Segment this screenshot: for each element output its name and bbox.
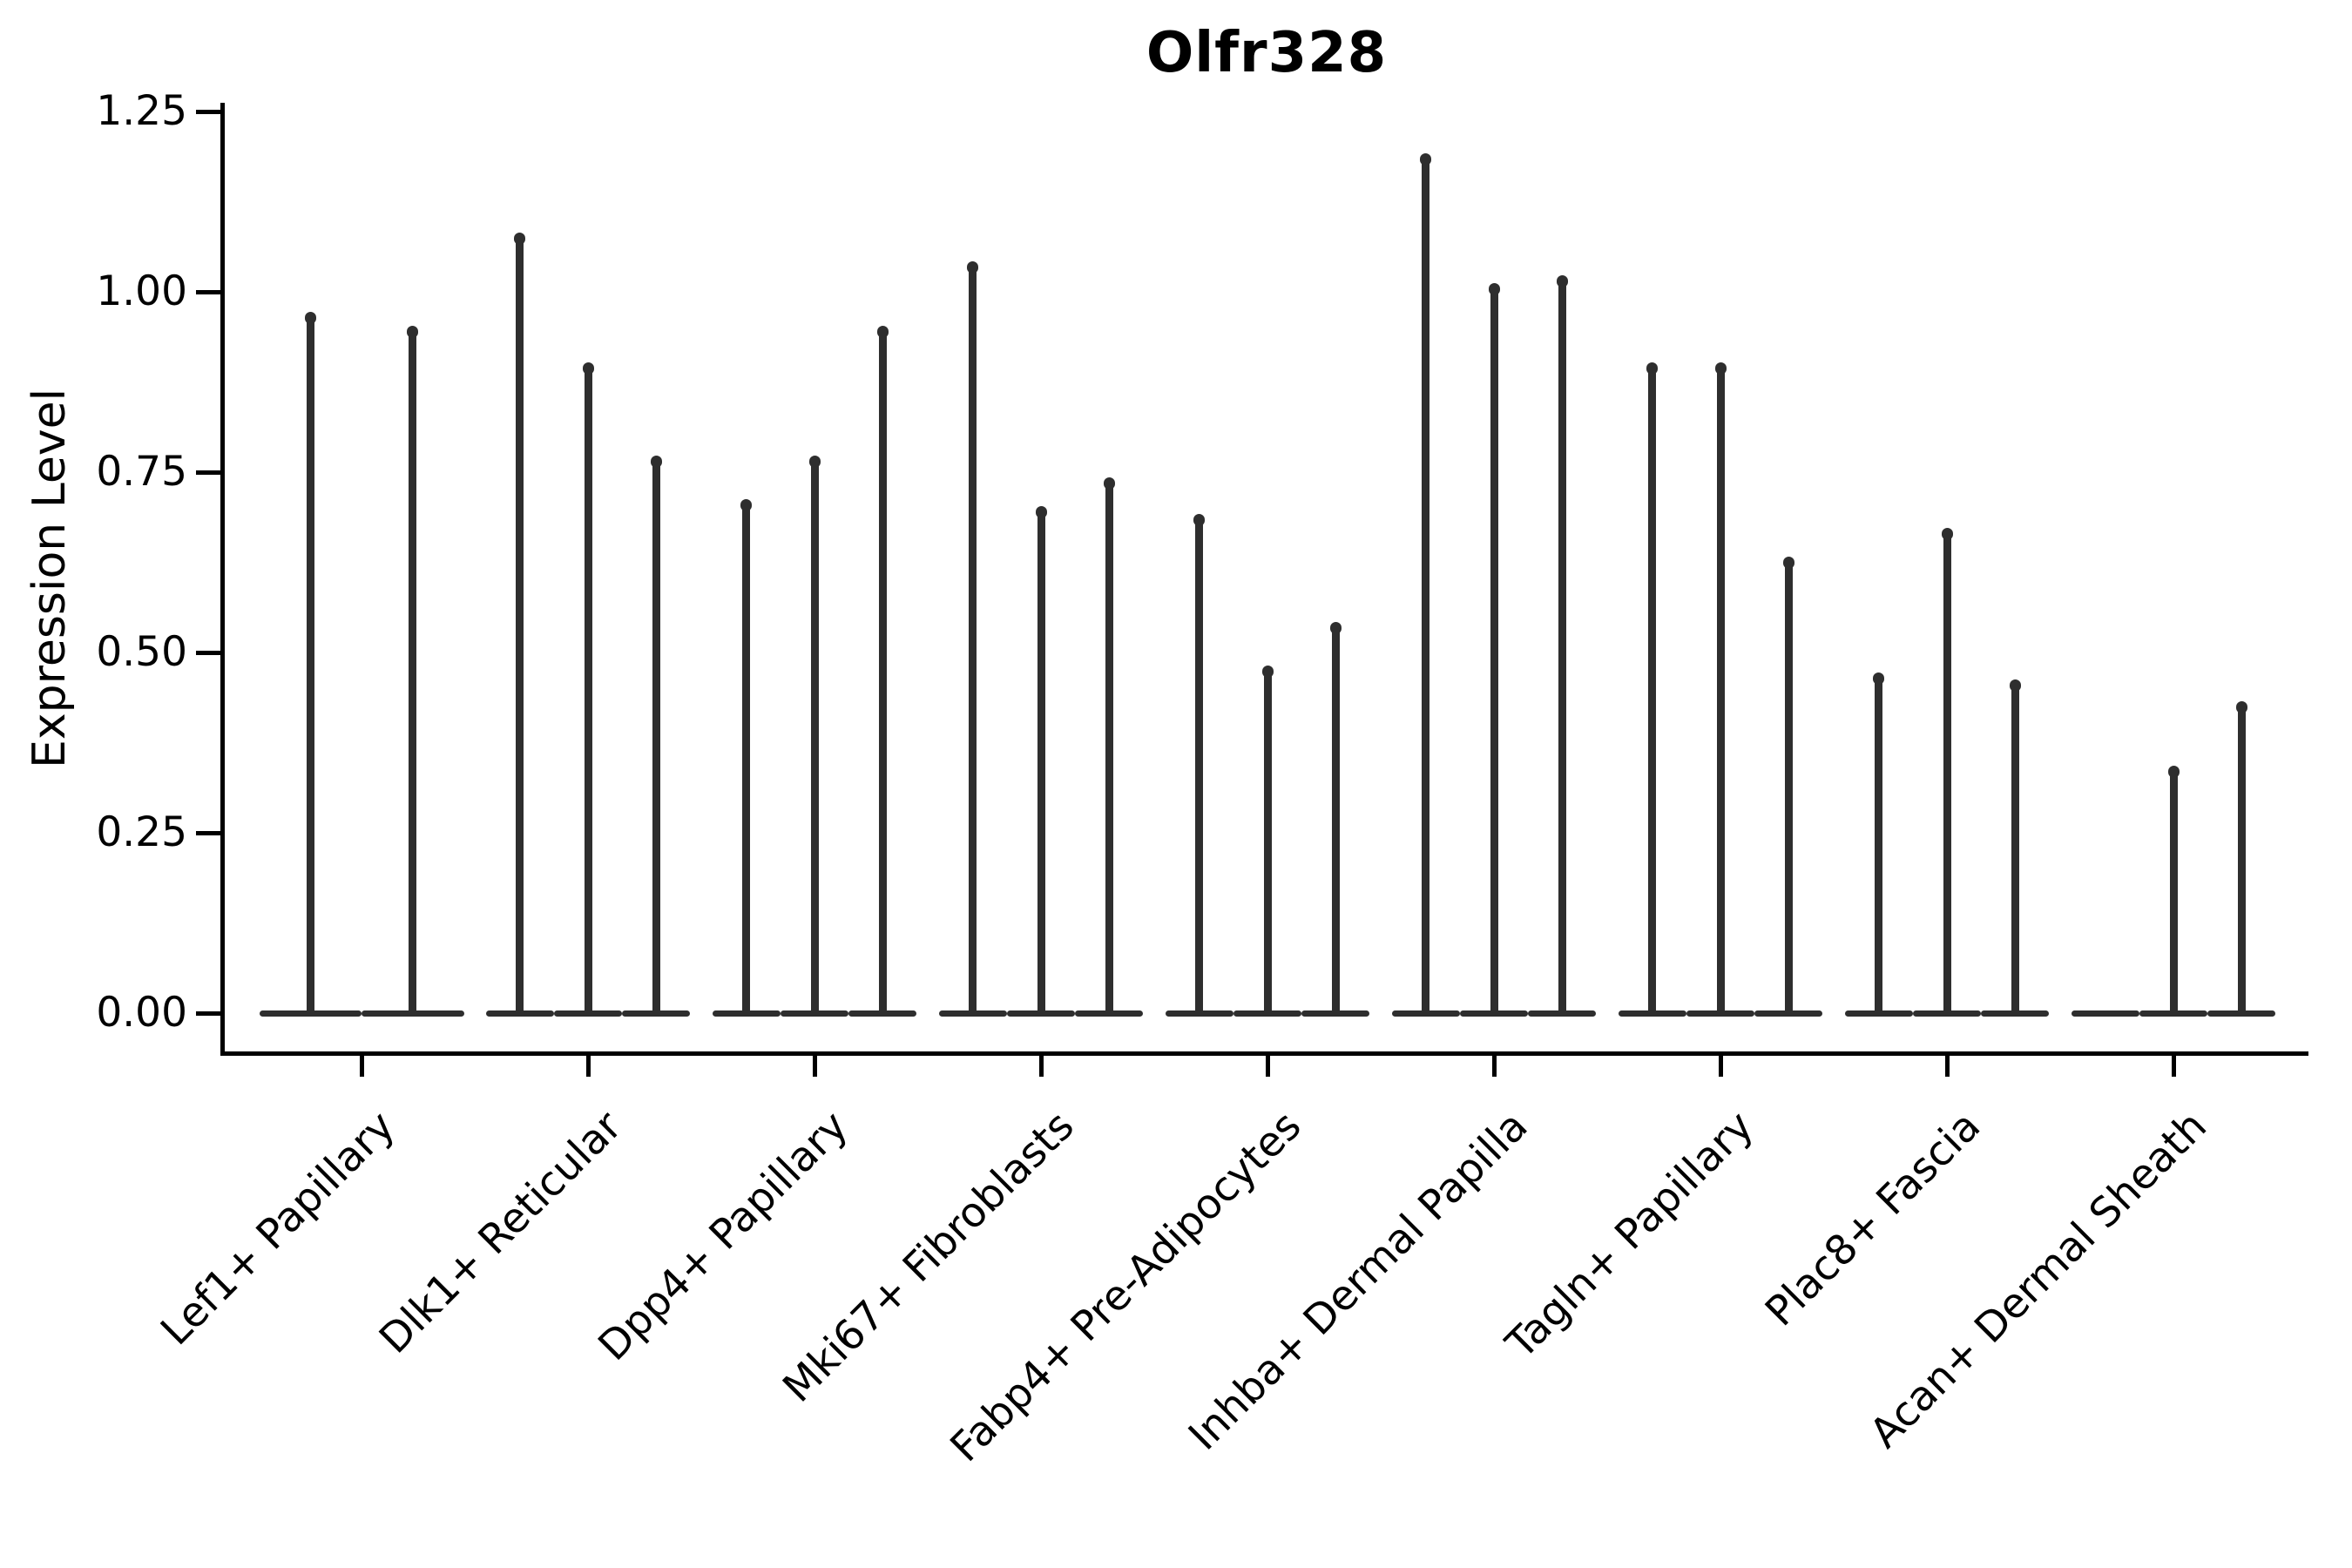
violin-needle-tip bbox=[1488, 282, 1500, 295]
violin-needle-tip bbox=[1714, 362, 1727, 375]
violin-needle bbox=[1422, 154, 1430, 1015]
violin-needle bbox=[1943, 530, 1951, 1015]
y-tick-label: 0.00 bbox=[96, 989, 187, 1037]
violin-needle bbox=[409, 328, 417, 1015]
violin-needle-tip bbox=[1103, 477, 1115, 490]
x-tick-label: Plac8+ Fascia bbox=[1756, 1102, 1990, 1336]
x-tick-label: Dlk1+ Reticular bbox=[369, 1102, 632, 1363]
violin-needle-tip bbox=[876, 326, 889, 339]
x-tick bbox=[586, 1056, 591, 1077]
x-tick bbox=[360, 1056, 364, 1077]
violin-needle bbox=[306, 313, 314, 1015]
violin-needle-tip bbox=[2009, 679, 2021, 693]
y-tick bbox=[196, 831, 220, 835]
violin-needle-tip bbox=[1420, 152, 1432, 166]
y-tick bbox=[196, 1011, 220, 1016]
violin-needle-tip bbox=[1873, 672, 1885, 685]
violin-needle-tip bbox=[1329, 621, 1342, 634]
violin-needle-tip bbox=[1193, 513, 1206, 526]
violin-needle-tip bbox=[808, 456, 821, 469]
x-tick bbox=[1945, 1056, 1950, 1077]
y-tick bbox=[196, 651, 220, 655]
violin-needle bbox=[742, 501, 751, 1015]
violin-needle bbox=[1490, 284, 1498, 1015]
x-axis-spine bbox=[220, 1051, 2308, 1056]
violin-needle bbox=[1037, 508, 1045, 1015]
violin-needle bbox=[2169, 767, 2178, 1015]
violin-needle bbox=[2237, 702, 2246, 1015]
violin-needle bbox=[652, 457, 660, 1015]
y-tick-label: 0.75 bbox=[96, 448, 187, 496]
y-tick bbox=[196, 110, 220, 114]
violin-needle-tip bbox=[650, 456, 662, 469]
y-axis-spine bbox=[220, 103, 225, 1056]
violin-needle-tip bbox=[1556, 275, 1568, 288]
violin-needle bbox=[1648, 363, 1657, 1015]
x-tick bbox=[2172, 1056, 2176, 1077]
violin-needle-tip bbox=[1646, 362, 1659, 375]
x-tick bbox=[1719, 1056, 1723, 1077]
x-tick-label: Tagln+ Papillary bbox=[1497, 1102, 1764, 1369]
violin-needle-tip bbox=[1941, 528, 1953, 541]
y-tick-label: 0.50 bbox=[96, 628, 187, 676]
violin-needle-tip bbox=[407, 326, 419, 339]
violin-needle-tip bbox=[582, 362, 594, 375]
violin-needle-tip bbox=[967, 260, 979, 274]
violin-needle-tip bbox=[740, 499, 753, 512]
y-tick-label: 0.25 bbox=[96, 808, 187, 856]
violin-needle bbox=[810, 457, 819, 1015]
violin-needle-tip bbox=[1782, 557, 1794, 570]
violin-needle bbox=[1331, 623, 1340, 1015]
violin-needle bbox=[1716, 363, 1725, 1015]
violin-needle bbox=[969, 262, 977, 1015]
violin-needle bbox=[1875, 673, 1883, 1015]
chart-title: Olfr328 bbox=[1146, 21, 1388, 85]
violin-needle bbox=[2011, 681, 2019, 1015]
violin-needle bbox=[1263, 666, 1272, 1015]
violin-needle-tip bbox=[1035, 506, 1047, 519]
violin-needle-tip bbox=[2235, 700, 2247, 713]
x-tick bbox=[1039, 1056, 1044, 1077]
violin-needle-tip bbox=[304, 311, 316, 324]
violin-needle-tip bbox=[2167, 766, 2180, 779]
x-tick-label: Dpp4+ Papillary bbox=[589, 1102, 858, 1370]
violin-needle-tip bbox=[514, 232, 526, 245]
y-tick-label: 1.25 bbox=[96, 87, 187, 135]
x-tick-label: Lef1+ Papillary bbox=[152, 1102, 405, 1355]
violin-needle bbox=[1784, 558, 1793, 1015]
x-tick bbox=[1492, 1056, 1497, 1077]
x-tick bbox=[813, 1056, 817, 1077]
y-tick bbox=[196, 470, 220, 475]
y-tick-label: 1.00 bbox=[96, 267, 187, 315]
x-tick bbox=[1266, 1056, 1270, 1077]
violin-needle bbox=[1105, 479, 1113, 1015]
violin-needle bbox=[584, 363, 592, 1015]
y-tick bbox=[196, 290, 220, 294]
violin-needle bbox=[1195, 515, 1204, 1015]
violin-needle bbox=[878, 328, 887, 1015]
violin-base bbox=[2071, 1010, 2139, 1017]
violin-needle-tip bbox=[1261, 665, 1274, 678]
violin-needle bbox=[516, 233, 524, 1015]
violin-needle bbox=[1558, 277, 1566, 1015]
